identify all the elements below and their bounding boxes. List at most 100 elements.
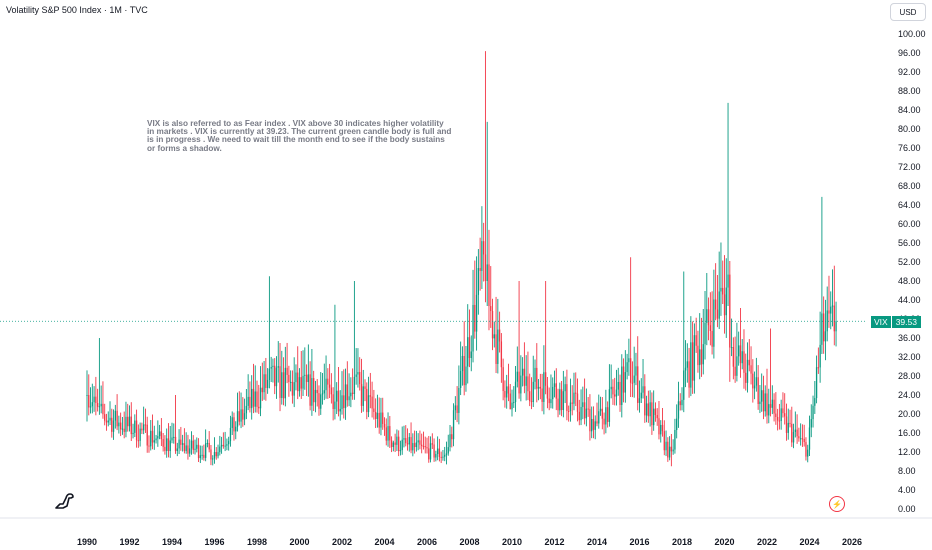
candle-body xyxy=(474,304,476,332)
candle-body xyxy=(778,420,781,422)
candle-body xyxy=(702,344,704,365)
candle-body xyxy=(341,395,343,409)
candle-body xyxy=(374,411,377,419)
candle-body xyxy=(235,426,237,432)
candle-body xyxy=(166,438,168,451)
candle-body xyxy=(606,407,609,422)
candle xyxy=(146,416,148,453)
candle xyxy=(555,368,557,411)
candle xyxy=(755,357,758,392)
candle xyxy=(351,368,354,400)
candle-body xyxy=(477,268,480,295)
candle xyxy=(543,345,545,415)
candle xyxy=(780,399,782,430)
candle xyxy=(711,291,713,355)
candle-body xyxy=(116,410,118,427)
candle-body xyxy=(148,445,150,447)
candle-body xyxy=(520,375,522,394)
candle-body xyxy=(454,405,456,411)
candle-body xyxy=(789,422,791,424)
candle-body xyxy=(775,413,777,417)
candle-body xyxy=(265,374,267,389)
candle xyxy=(532,355,534,407)
candle xyxy=(426,437,428,454)
candle xyxy=(167,423,170,458)
candle-body xyxy=(481,241,483,271)
candle-body xyxy=(298,377,301,392)
candle xyxy=(606,401,609,428)
candle-body xyxy=(697,345,699,366)
candle-body xyxy=(761,390,763,402)
candle xyxy=(562,370,565,418)
candle-body xyxy=(589,409,591,432)
candle-body xyxy=(208,442,210,450)
candle-body xyxy=(807,449,809,457)
candle xyxy=(435,450,437,462)
candle-body xyxy=(748,359,750,366)
candle-body xyxy=(410,437,412,451)
candle xyxy=(743,329,745,389)
candle xyxy=(631,361,634,398)
candle-body xyxy=(516,371,518,382)
candle xyxy=(699,313,701,380)
candle xyxy=(431,433,433,450)
candle xyxy=(665,430,667,457)
candle-body xyxy=(711,330,713,347)
candle xyxy=(571,385,573,416)
candle-body xyxy=(463,355,465,386)
time-axis[interactable]: 1990 1992 1994 1996 1998 2000 2002 2004 2006 2008… xyxy=(77,537,862,547)
candle-body xyxy=(277,366,279,368)
candle-body xyxy=(532,381,534,402)
candle xyxy=(96,388,99,412)
y-tick-label: 72.00 xyxy=(898,162,921,172)
candle-body xyxy=(169,440,171,452)
candle xyxy=(91,383,93,414)
candle xyxy=(93,386,95,412)
candle-body xyxy=(183,443,186,452)
candle xyxy=(229,415,232,447)
lightning-icon[interactable]: ⚡ xyxy=(829,496,845,512)
candle xyxy=(467,304,469,384)
candle xyxy=(681,387,683,411)
candle xyxy=(286,342,288,384)
x-tick-label: 2004 xyxy=(374,537,394,547)
candle-body xyxy=(93,396,95,403)
candle xyxy=(663,420,665,456)
candle-body xyxy=(231,417,233,428)
candle-body xyxy=(762,390,765,412)
candle-body xyxy=(472,304,474,352)
candle xyxy=(495,296,497,374)
candle-body xyxy=(605,407,607,425)
candle xyxy=(686,343,688,383)
candle xyxy=(242,397,244,427)
candle-body xyxy=(440,456,442,458)
candle-body xyxy=(130,416,132,435)
tradingview-logo-icon[interactable] xyxy=(54,492,76,515)
candle xyxy=(158,424,161,440)
candle xyxy=(624,350,626,403)
x-tick-label: 2000 xyxy=(289,537,309,547)
candle-body xyxy=(155,438,157,441)
chart-annotation-text[interactable]: VIX is also referred to as Fear index . … xyxy=(147,119,452,153)
candle xyxy=(112,409,115,440)
candle-body xyxy=(350,392,352,397)
candle xyxy=(683,271,685,413)
candle-body xyxy=(259,387,262,409)
candle-body xyxy=(529,391,531,402)
candle-body xyxy=(119,422,122,430)
y-tick-label: 76.00 xyxy=(898,143,921,153)
x-tick-label: 2016 xyxy=(629,537,649,547)
candle xyxy=(270,356,272,383)
candle-body xyxy=(695,335,697,346)
candle-body xyxy=(743,351,745,373)
candle xyxy=(141,422,143,434)
candle-body xyxy=(240,409,242,422)
candle xyxy=(204,429,207,462)
candle xyxy=(539,373,541,400)
currency-button[interactable]: USD xyxy=(890,3,926,21)
candle xyxy=(723,255,726,334)
candle-body xyxy=(578,411,580,421)
candle-body xyxy=(582,402,584,407)
price-axis[interactable]: 100.00 96.00 92.00 88.00 84.00 80.00 76.00 72.0… xyxy=(898,29,926,514)
